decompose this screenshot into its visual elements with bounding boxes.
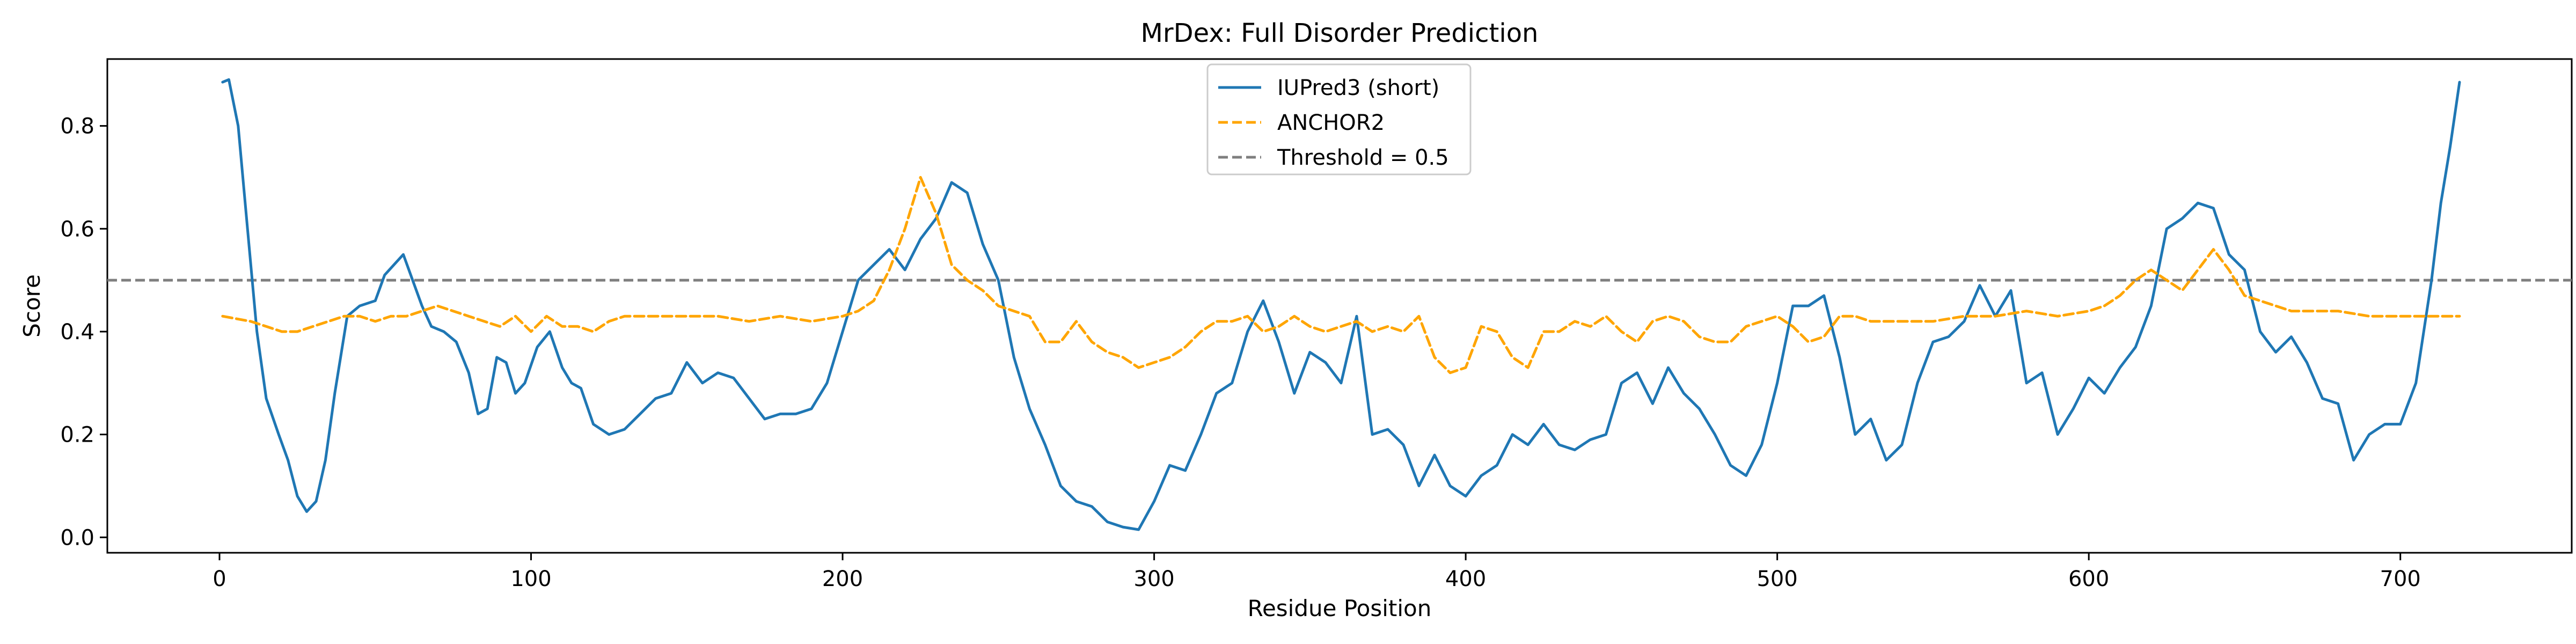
series-line-anchor2 [221,175,2461,375]
y-axis-label: Score [19,274,45,338]
x-tick-label: 300 [1133,567,1174,591]
y-tick-label: 0.0 [60,525,94,550]
legend: IUPred3 (short) ANCHOR2 Threshold = 0.5 [1206,63,1472,175]
x-tick-label: 200 [822,567,863,591]
series-line-iupred3 [221,78,2461,531]
x-tick-label: 400 [1445,567,1486,591]
y-axis-ticks: 0.0 0.2 0.4 0.6 0.8 [60,114,107,550]
legend-box [1206,63,1472,175]
x-tick-label: 600 [2068,567,2109,591]
x-tick-label: 700 [2380,567,2421,591]
y-tick-label: 0.2 [60,423,94,448]
x-axis-ticks: 0 100 200 300 400 500 600 700 [213,553,2421,591]
y-tick-label: 0.6 [60,217,94,241]
legend-label-threshold: Threshold = 0.5 [1277,145,1449,170]
x-tick-label: 500 [1757,567,1797,591]
x-axis-label: Residue Position [1248,595,1432,621]
series-layer [221,78,2461,531]
y-tick-label: 0.4 [60,320,94,345]
chart-title: MrDex: Full Disorder Prediction [1141,18,1539,48]
legend-label-iupred3: IUPred3 (short) [1277,76,1439,100]
plot-frame [106,58,2573,554]
legend-label-anchor2: ANCHOR2 [1277,111,1385,135]
y-tick-label: 0.8 [60,114,94,139]
x-tick-label: 100 [510,567,551,591]
x-tick-label: 0 [213,567,226,591]
